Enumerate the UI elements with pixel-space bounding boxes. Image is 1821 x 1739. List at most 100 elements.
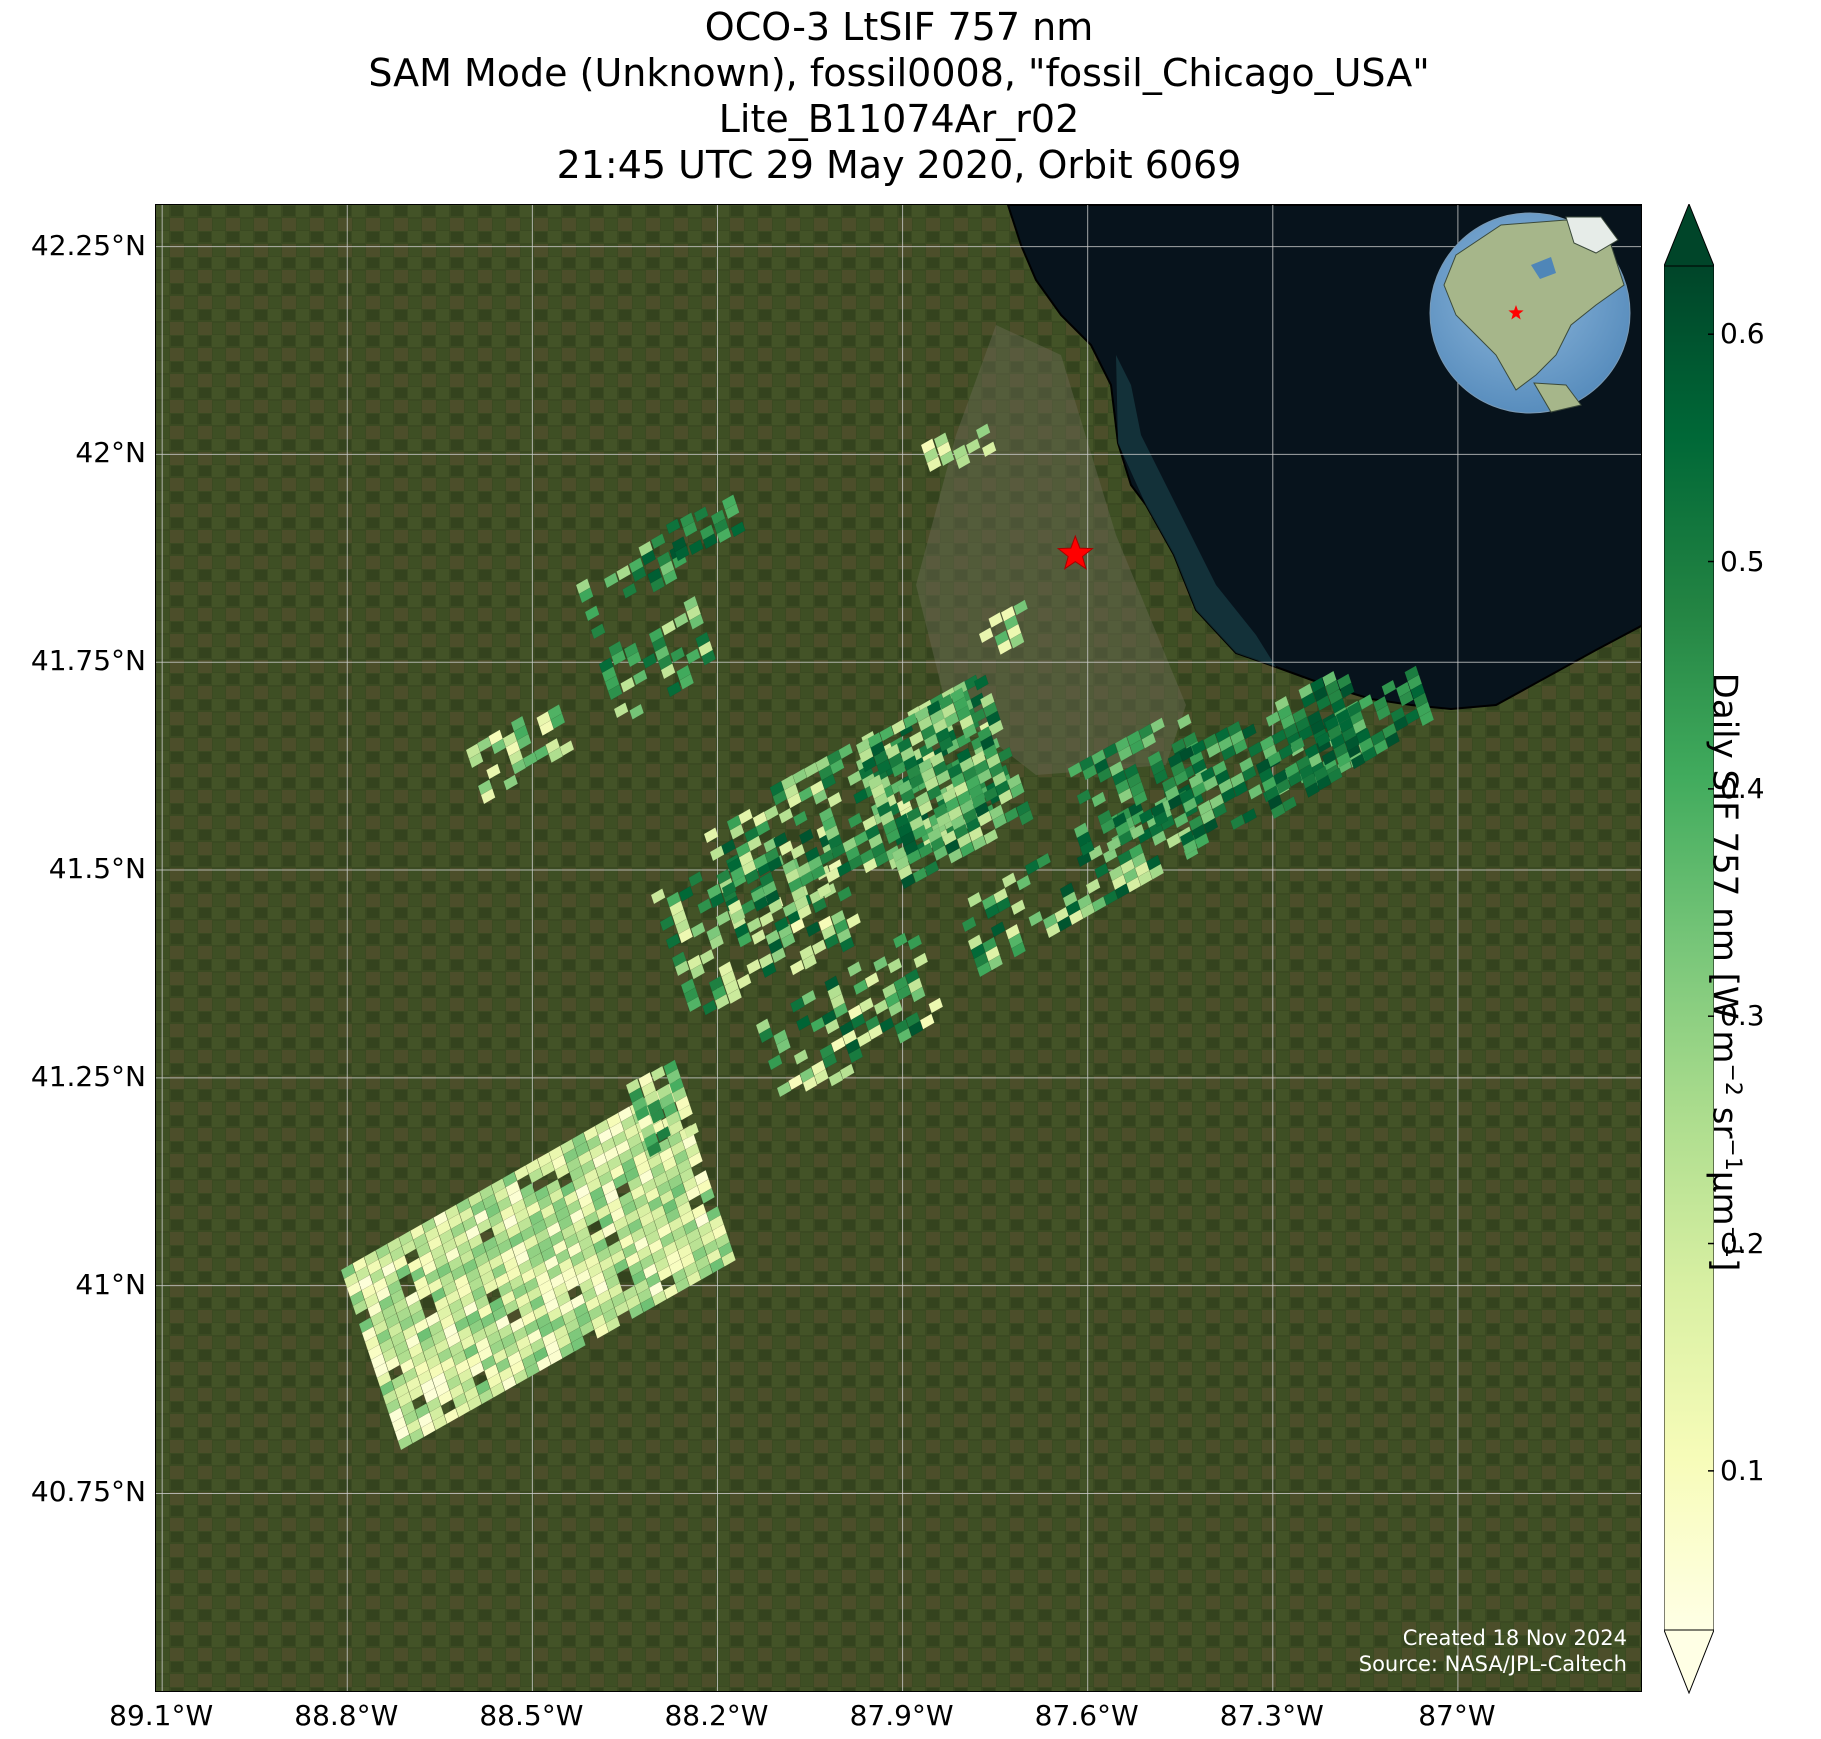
sif-footprint [686,1270,702,1287]
sif-footprint [686,996,702,1013]
sif-footprint [1398,690,1414,707]
sif-footprint [1191,781,1207,798]
sif-footprint [1336,751,1352,768]
sif-footprint [1339,682,1355,699]
sif-footprint [975,423,991,440]
sif-footprint [1106,836,1122,853]
sif-footprint [684,1122,700,1139]
sif-footprint [776,1038,791,1055]
sif-footprint [714,993,730,1010]
sif-footprint [490,1381,505,1398]
sif-footprint [799,870,815,887]
sif-footprint [547,1349,563,1366]
title-line-4: 21:45 UTC 29 May 2020, Orbit 6069 [556,143,1242,187]
sif-footprint [1385,731,1400,748]
sif-footprint [534,744,549,761]
sif-footprint [688,539,704,556]
sif-footprint [1057,915,1073,932]
sif-footprint [1203,817,1219,834]
sif-footprint [971,708,986,724]
sif-footprint [1419,710,1435,727]
title-line-2: SAM Mode (Unknown), fossil0008, "fossil_… [368,51,1430,95]
sif-footprint [829,758,845,775]
sif-footprint [709,934,725,951]
sif-footprint [716,527,732,544]
sif-footprint [1393,715,1409,732]
sif-footprint [1315,731,1331,748]
sif-footprint [607,684,623,701]
map-canvas [156,205,1641,1691]
sif-footprint [729,823,745,840]
sif-footprint [1233,781,1248,798]
latitude-label: 41.75°N [30,644,146,678]
sif-footprint [1085,878,1101,895]
sif-footprint [1097,767,1112,784]
longitude-label: 88.8°W [294,1699,399,1732]
colorbar-tick-label: 0.1 [1720,1453,1765,1487]
sif-footprint [665,518,681,535]
sif-footprint [939,450,955,467]
sif-footprint [888,1000,903,1017]
sif-footprint [788,1074,803,1091]
sif-footprint [768,898,783,915]
sif-footprint [651,1290,667,1307]
sif-footprint [715,910,731,927]
sif-footprint [685,1185,701,1202]
sif-footprint [559,740,575,757]
credit-created: Created 18 Nov 2024 [1402,1626,1627,1650]
sif-footprint [868,1024,883,1041]
sif-footprint [1001,872,1017,889]
sif-footprint [1212,802,1228,819]
sif-footprint [1182,839,1198,856]
sif-footprint [590,623,606,640]
sif-footprint [833,1002,849,1019]
sif-footprint [1316,774,1332,791]
sif-footprint [864,972,880,988]
sif-footprint [663,1283,679,1300]
sif-footprint [861,756,877,773]
sif-footprint [1182,797,1198,814]
sif-footprint [666,681,682,698]
sif-footprint [1173,812,1189,829]
sif-footprint [797,904,812,921]
sif-footprint [1149,863,1165,880]
sif-footprint [397,1434,413,1451]
sif-footprint [764,805,779,822]
sif-footprint [513,1368,529,1385]
sif-footprint [603,572,619,589]
sif-footprint [688,871,704,888]
sif-footprint [961,916,977,933]
sif-footprint [803,762,819,779]
sif-footprint [796,1014,811,1031]
sif-footprint [772,789,788,806]
sif-footprint [1276,778,1291,795]
sif-footprint [416,1284,432,1301]
sif-footprint [761,962,777,978]
sif-footprint [948,847,963,864]
sif-footprint [1137,870,1153,887]
sif-footprint [874,851,890,868]
sif-footprint [642,652,658,669]
sif-footprint [678,885,694,902]
sif-footprint [539,720,555,737]
sif-footprint [1173,770,1189,787]
sif-footprint [988,719,1004,736]
sif-footprint [751,929,766,946]
sif-footprint [690,921,706,938]
sif-footprint [571,1336,586,1352]
sif-footprint [918,842,934,859]
sif-footprint [1150,717,1166,734]
sif-footprint [971,835,987,852]
sif-footprint [661,619,677,636]
sif-footprint [702,999,718,1016]
sif-footprint [897,1027,912,1044]
sif-footprint [611,649,627,666]
sif-footprint [724,503,740,520]
sif-footprint [1344,735,1360,752]
globe-south-america [1533,382,1582,413]
sif-footprint [1080,902,1096,919]
sif-footprint [907,934,923,951]
title-line-1: OCO-3 LtSIF 757 nm [704,5,1094,49]
sif-footprint [1358,694,1374,710]
sif-footprint [709,1257,725,1274]
